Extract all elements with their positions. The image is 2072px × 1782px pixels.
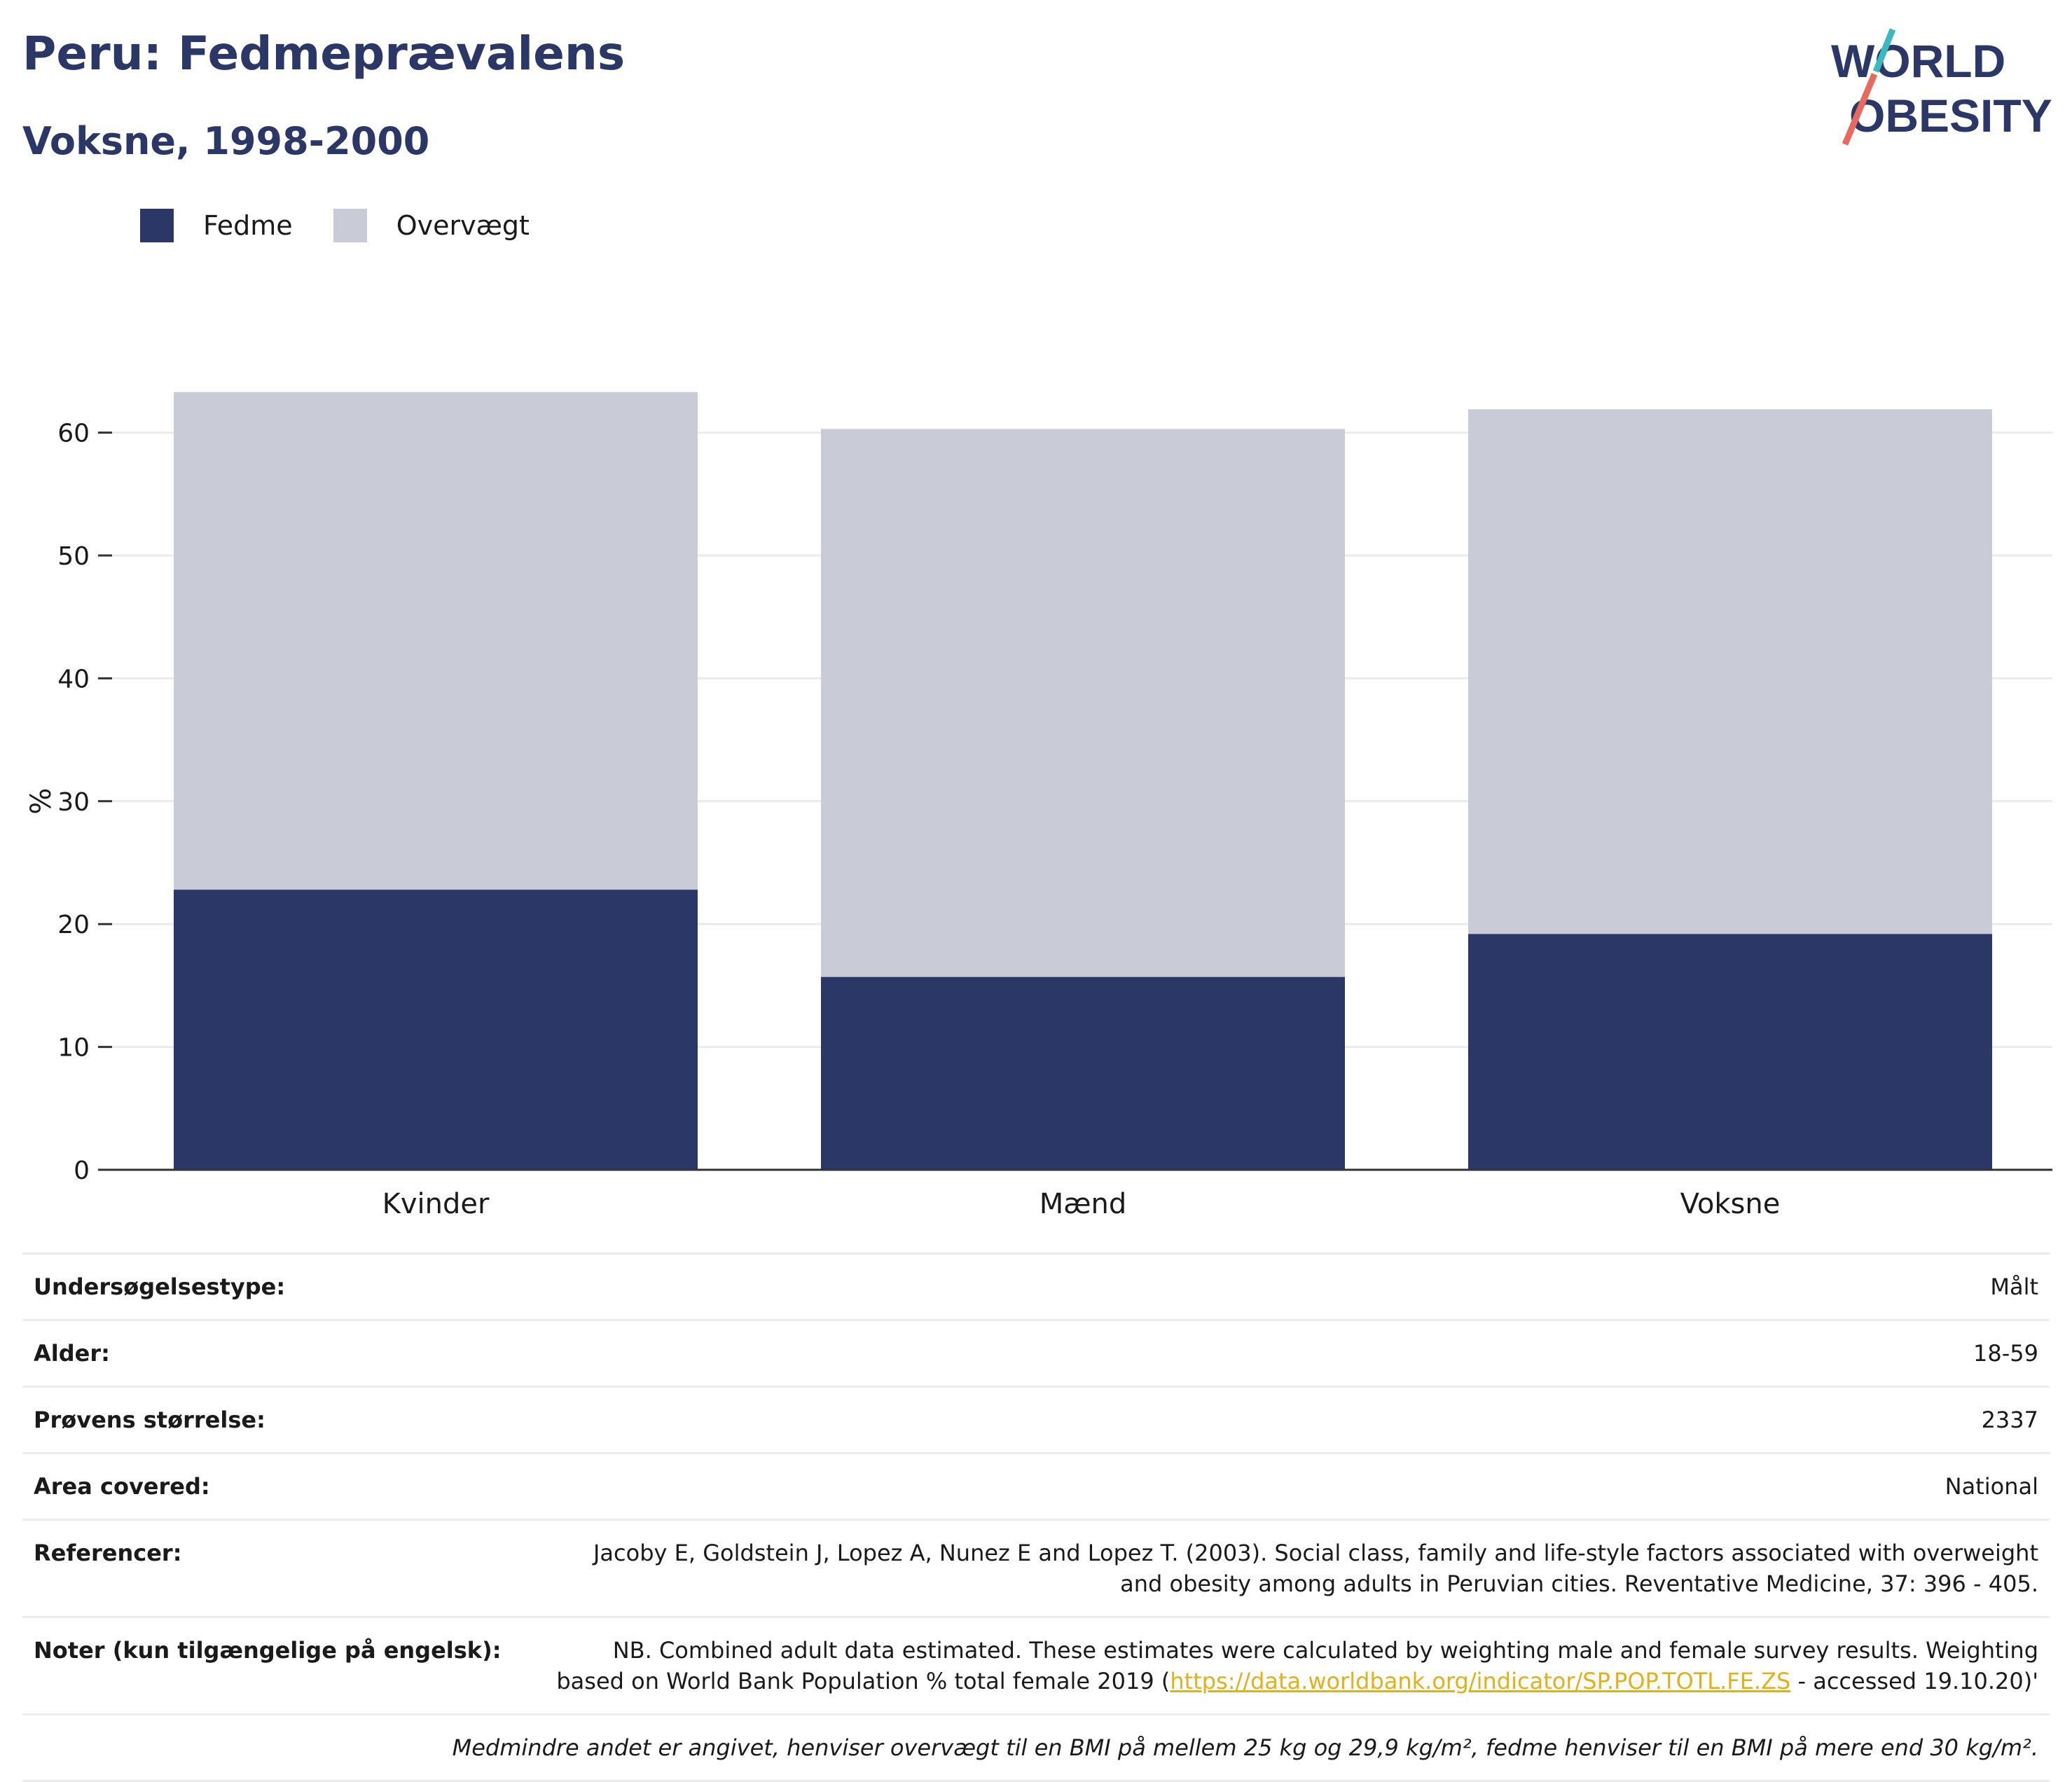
page-title: Peru: Fedmeprævalens [22,27,626,81]
info-value: Jacoby E, Goldstein J, Lopez A, Nunez E … [535,1519,2050,1617]
info-value: Målt [535,1252,2050,1320]
info-label: Area covered: [22,1452,535,1520]
y-tick-label-50: 50 [57,542,90,571]
info-label: Prøvens størrelse: [22,1386,535,1453]
legend-swatch-overvaegt [333,209,367,242]
info-row-footnote: Medmindre andet er angivet, henviser ove… [22,1713,2050,1782]
bar-mænd-fedme [821,976,1345,1170]
bar-mænd-overvaegt [821,429,1345,977]
x-tick-label-0: Kvinder [382,1188,490,1219]
info-row: Referencer: Jacoby E, Goldstein J, Lopez … [22,1519,2050,1617]
y-tick-label-0: 0 [74,1156,90,1185]
info-row-notes: Noter (kun tilgængelige på engelsk): NB. … [22,1616,2050,1715]
worldbank-link[interactable]: https://data.worldbank.org/indicator/SP.… [1170,1668,1791,1694]
legend-label-fedme: Fedme [203,210,293,241]
info-label: Undersøgelsestype: [22,1252,535,1320]
legend-item-overvaegt[interactable]: Overvægt [333,209,530,242]
y-tick-label-60: 60 [57,420,90,448]
y-tick-label-40: 40 [57,665,90,693]
x-tick-label-2: Voksne [1680,1188,1781,1219]
stacked-bar-chart: 0 10 20 30 40 50 60 Kvinder Mænd Voksne% [25,392,2052,1219]
info-label: Alder: [22,1319,535,1387]
bar-voksne-fedme [1468,934,1992,1170]
info-value-notes: NB. Combined adult data estimated. These… [535,1616,2050,1715]
info-row: Undersøgelsestype: Målt [22,1252,2050,1320]
bar-kvinder-fedme [174,890,698,1170]
info-row: Prøvens størrelse: 2337 [22,1386,2050,1453]
bar-kvinder-overvaegt [174,392,698,890]
info-label: Referencer: [22,1519,535,1617]
info-value: 2337 [535,1386,2050,1453]
y-tick-label-10: 10 [57,1034,90,1063]
chart-legend: Fedme Overvægt [140,207,570,244]
y-tick-label-20: 20 [57,911,90,939]
info-value: 18-59 [535,1319,2050,1387]
logo-stroke-teal [1872,28,1896,73]
bmi-footnote: Medmindre andet er angivet, henviser ove… [22,1713,2050,1782]
page-subtitle: Voksne, 1998-2000 [22,119,430,163]
info-label: Noter (kun tilgængelige på engelsk): [22,1616,535,1715]
world-obesity-logo: WORLD OBESITY [1831,28,2052,146]
info-row: Alder: 18-59 [22,1319,2050,1387]
y-axis-title: % [25,788,57,815]
survey-info-table: Undersøgelsestype: Målt Alder: 18-59 Prøvens… [22,1252,2050,1782]
bar-voksne-overvaegt [1468,409,1992,934]
logo-stroke-coral [1842,73,1878,146]
info-value: National [535,1452,2050,1520]
info-row: Area covered: National [22,1452,2050,1520]
x-tick-label-1: Mænd [1040,1188,1127,1219]
legend-item-fedme[interactable]: Fedme [140,209,293,242]
y-tick-label-30: 30 [57,788,90,817]
logo-word-obesity: OBESITY [1849,90,2052,141]
logo-word-world: WORLD [1831,35,2005,87]
legend-swatch-fedme [140,209,174,242]
legend-label-overvaegt: Overvægt [396,210,530,241]
